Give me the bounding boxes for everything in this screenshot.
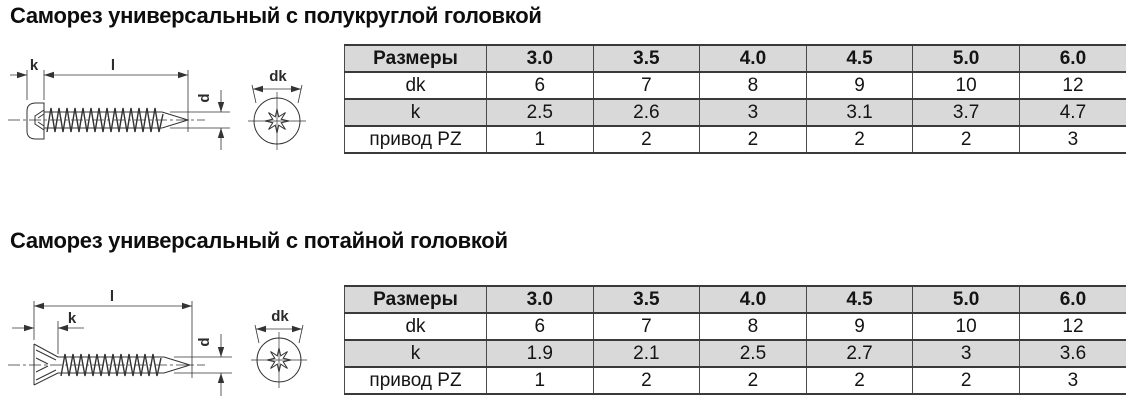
cell: 8 — [699, 312, 807, 341]
screw-front-view — [251, 324, 307, 388]
dim-label-dk: dk — [271, 308, 289, 325]
header-cell: 4.5 — [805, 285, 914, 314]
cell: 3.6 — [1018, 339, 1126, 368]
header-cell: 4.0 — [699, 44, 807, 73]
table-row-k: k 1.9 2.1 2.5 2.7 3 3.6 — [344, 339, 1126, 368]
cell: 10 — [912, 71, 1020, 100]
screw-front-view — [248, 84, 306, 150]
cell: 2 — [592, 366, 701, 395]
screw-side-view — [8, 301, 232, 396]
cell: 12 — [1018, 312, 1126, 341]
table-row-dk: dk 6 7 8 9 10 12 — [344, 71, 1126, 100]
cell: 10 — [912, 312, 1020, 341]
cell: 2.5 — [699, 339, 807, 368]
cell: 3 — [1018, 366, 1126, 395]
header-cell: 3.5 — [592, 285, 701, 314]
cell: 2.6 — [592, 98, 701, 127]
section-title-pan-head: Саморез универсальный с полукруглой голо… — [10, 3, 542, 28]
cell: 2 — [912, 125, 1020, 154]
section-title-countersunk-head: Саморез универсальный с потайной головко… — [10, 228, 508, 253]
cell: 6 — [486, 312, 594, 341]
header-cell: 6.0 — [1018, 285, 1126, 314]
row-label: dk — [344, 71, 487, 100]
table-row-dk: dk 6 7 8 9 10 12 — [344, 312, 1126, 341]
header-cell: 3.0 — [486, 285, 594, 314]
cell: 2.1 — [592, 339, 701, 368]
pz-recess-icon — [266, 347, 292, 373]
cell: 6 — [486, 71, 594, 100]
dim-label-k: k — [68, 310, 77, 327]
cell: 3 — [699, 98, 807, 127]
pz-recess-icon — [264, 108, 290, 134]
cell: 3.7 — [912, 98, 1020, 127]
pan-head-size-table: Размеры 3.0 3.5 4.0 4.5 5.0 6.0 dk 6 7 8… — [344, 44, 1126, 154]
dim-label-dk: dk — [269, 68, 287, 85]
cell: 7 — [592, 312, 701, 341]
header-cell: 5.0 — [912, 44, 1020, 73]
cell: 3.1 — [805, 98, 914, 127]
cell: 12 — [1018, 71, 1126, 100]
table-header-row: Размеры 3.0 3.5 4.0 4.5 5.0 6.0 — [344, 285, 1126, 314]
table-row-drive-pz: привод PZ 1 2 2 2 2 3 — [344, 366, 1126, 395]
cell: 2.5 — [486, 98, 594, 127]
header-cell: 4.0 — [699, 285, 807, 314]
header-cell: Размеры — [344, 285, 487, 314]
table-row-k: k 2.5 2.6 3 3.1 3.7 4.7 — [344, 98, 1126, 127]
cell: 2 — [699, 125, 807, 154]
cell: 9 — [805, 71, 914, 100]
row-label: привод PZ — [344, 366, 487, 395]
header-cell: 4.5 — [805, 44, 914, 73]
dim-label-l: l — [111, 57, 115, 74]
cell: 2 — [912, 366, 1020, 395]
dim-label-d: d — [196, 337, 213, 346]
dim-label-l: l — [110, 288, 114, 305]
dim-label-d: d — [196, 93, 213, 102]
row-label: k — [344, 339, 487, 368]
dim-label-k: k — [30, 57, 39, 74]
cell: 3 — [912, 339, 1020, 368]
cell: 2 — [805, 366, 914, 395]
cell: 9 — [805, 312, 914, 341]
row-label: привод PZ — [344, 125, 487, 154]
table-header-row: Размеры 3.0 3.5 4.0 4.5 5.0 6.0 — [344, 44, 1126, 73]
cell: 1.9 — [486, 339, 594, 368]
cell: 2 — [592, 125, 701, 154]
header-cell: 6.0 — [1018, 44, 1126, 73]
cell: 4.7 — [1018, 98, 1126, 127]
table-row-drive-pz: привод PZ 1 2 2 2 2 3 — [344, 125, 1126, 154]
cell: 1 — [486, 125, 594, 154]
screw-side-view — [8, 70, 230, 150]
cell: 7 — [592, 71, 701, 100]
header-cell: Размеры — [344, 44, 487, 73]
cell: 2.7 — [805, 339, 914, 368]
header-cell: 5.0 — [912, 285, 1020, 314]
row-label: dk — [344, 312, 487, 341]
cell: 1 — [486, 366, 594, 395]
countersunk-size-table: Размеры 3.0 3.5 4.0 4.5 5.0 6.0 dk 6 7 8… — [344, 285, 1126, 395]
cell: 2 — [699, 366, 807, 395]
cell: 3 — [1018, 125, 1126, 154]
header-cell: 3.0 — [486, 44, 594, 73]
row-label: k — [344, 98, 487, 127]
countersunk-screw-drawing: k l d dk — [8, 288, 307, 396]
cell: 8 — [699, 71, 807, 100]
pan-head-screw-drawing: k l d dk — [8, 57, 306, 150]
header-cell: 3.5 — [592, 44, 701, 73]
cell: 2 — [805, 125, 914, 154]
